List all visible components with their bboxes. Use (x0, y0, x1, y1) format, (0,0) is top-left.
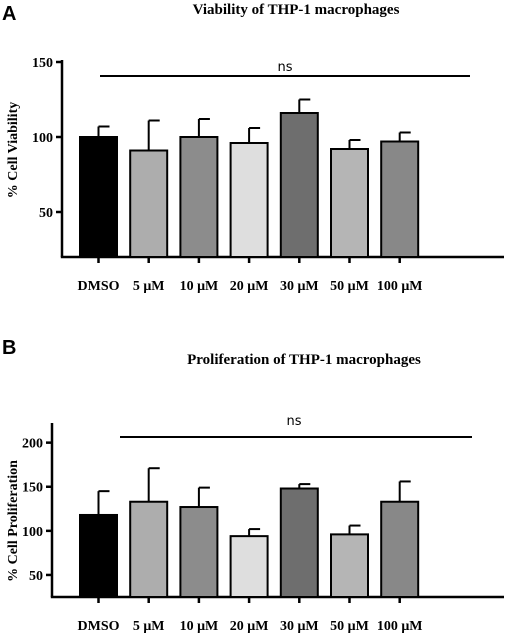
panel-b-x-tick-label: 10 μM (180, 619, 219, 634)
panel-a-bar (330, 148, 369, 258)
panel-a-y-tick-label: 50 (39, 206, 53, 221)
panel-b-x-tick-label: 30 μM (280, 619, 319, 634)
panel-a-x-tick-label: 5 μM (133, 279, 165, 294)
panel-a-x-tick-label: DMSO (78, 279, 120, 294)
panel-b-x-tick-label: 100 μM (377, 619, 423, 634)
panel-a-bar (79, 136, 118, 258)
panel-a-title: Viability of THP-1 macrophages (193, 2, 400, 18)
panel-a-y-tick-label: 150 (32, 56, 53, 71)
panel-a-x-tick-label: 100 μM (377, 279, 423, 294)
panel-a-x-tick-label: 10 μM (180, 279, 219, 294)
panel-b-title: Proliferation of THP-1 macrophages (187, 352, 421, 368)
panel-a-bar (380, 140, 420, 258)
panel-a-x-tick-label: 30 μM (280, 279, 319, 294)
panel-a-bar (179, 136, 219, 258)
panel-b-bar (129, 500, 169, 598)
panel-a-bar (229, 142, 269, 258)
panel-a-y-axis-label: % Cell Viability (6, 102, 21, 198)
panel-b: B Proliferation of THP-1 macrophages % C… (2, 337, 504, 634)
panel-b-x-tick-label: 5 μM (133, 619, 165, 634)
panel-b-bar (380, 500, 420, 598)
panel-b-y-tick-label: 200 (22, 437, 43, 452)
panel-b-y-tick-label: 50 (29, 569, 43, 584)
panel-a-y-tick-label: 100 (32, 131, 53, 146)
panel-b-y-tick-label: 150 (22, 481, 43, 496)
panel-b-significance-label: ns (286, 414, 301, 429)
panel-b-bar (179, 506, 219, 598)
panel-b-bar (229, 535, 269, 599)
panel-b-x-tick-label: 20 μM (230, 619, 269, 634)
panel-b-x-tick-label: 50 μM (330, 619, 369, 634)
panel-a-bar (279, 112, 319, 258)
panel-b-y-axis-label: % Cell Proliferation (6, 460, 21, 582)
panel-b-bar (279, 487, 319, 598)
panel-a-x-tick-label: 20 μM (230, 279, 269, 294)
panel-b-y-tick-label: 100 (22, 525, 43, 540)
panel-a: A Viability of THP-1 macrophages % Cell … (2, 2, 504, 294)
panel-b-bar (79, 513, 118, 599)
panel-a-bar (129, 149, 169, 258)
panel-b-letter: B (2, 337, 16, 359)
panel-a-x-tick-label: 50 μM (330, 279, 369, 294)
panel-a-letter: A (2, 3, 16, 25)
panel-b-bar (330, 533, 369, 598)
panel-b-x-tick-label: DMSO (78, 619, 120, 634)
panel-a-significance-label: ns (277, 60, 292, 75)
